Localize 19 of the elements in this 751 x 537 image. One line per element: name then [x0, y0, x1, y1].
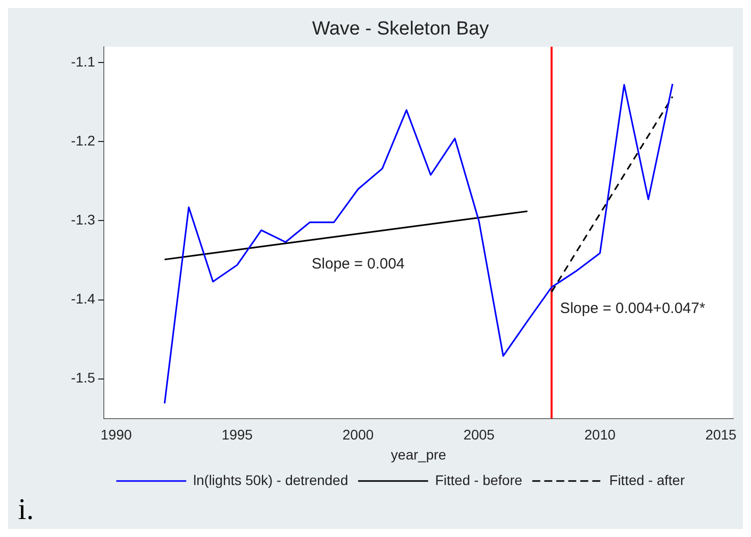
x-tick-label: 2015	[705, 426, 737, 443]
x-axis-title: year_pre	[390, 446, 446, 462]
chart-title: Wave - Skeleton Bay	[312, 18, 490, 40]
x-tick-label: 2010	[584, 426, 616, 443]
text: i.	[18, 493, 34, 527]
annotation: Slope = 0.004	[312, 255, 405, 272]
x-tick-label: 2000	[342, 426, 374, 443]
y-tick-label: -1.3	[71, 212, 96, 228]
legend-label: ln(lights 50k) - detrended	[193, 472, 348, 488]
annotation: Slope = 0.004+0.047*	[560, 300, 706, 317]
y-tick-label: -1.2	[71, 132, 96, 149]
y-tick-label: -1.4	[71, 290, 96, 307]
x-tick-label: 2005	[463, 426, 495, 443]
legend-label: Fitted - after	[609, 472, 686, 488]
x-tick-label: 1990	[100, 426, 132, 443]
x-tick-label: 1995	[222, 426, 253, 443]
y-tick-label: -1.5	[71, 370, 96, 386]
legend-label: Fitted - before	[435, 472, 522, 488]
y-tick-label: -1.1	[71, 53, 96, 70]
